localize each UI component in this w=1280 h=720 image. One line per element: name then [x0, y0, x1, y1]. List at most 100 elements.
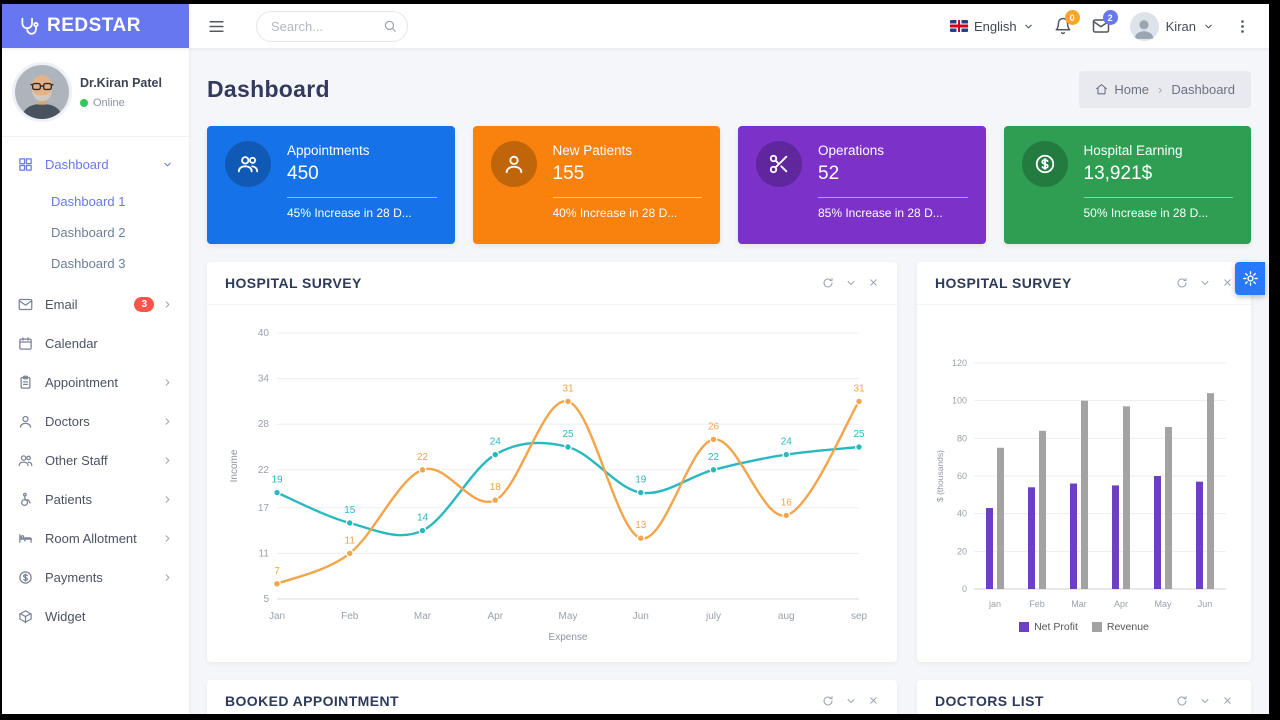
app-frame: REDSTAR English 0 2 [2, 4, 1269, 714]
clipboard-icon [18, 375, 33, 390]
chevron-right-icon [162, 533, 173, 544]
close-icon[interactable] [1222, 277, 1233, 289]
chevron-down-icon [1203, 21, 1214, 32]
svg-text:jan: jan [988, 599, 1001, 609]
sidebar-item-payments[interactable]: Payments [2, 558, 189, 597]
svg-text:25: 25 [853, 429, 865, 440]
breadcrumb-current: Dashboard [1171, 81, 1235, 97]
stat-divider [818, 197, 968, 198]
refresh-icon[interactable] [822, 695, 834, 707]
stat-value: 52 [818, 163, 840, 184]
more-options-button[interactable] [1234, 18, 1251, 35]
sidebar-item-dashboard[interactable]: Dashboard [2, 145, 189, 184]
stat-value: 13,921$ [1083, 163, 1153, 184]
svg-text:25: 25 [562, 429, 574, 440]
sidebar-item-appointment[interactable]: Appointment [2, 363, 189, 402]
stat-label: Hospital Earning [1083, 143, 1183, 158]
sidebar-item-other-staff[interactable]: Other Staff [2, 441, 189, 480]
svg-text:17: 17 [258, 503, 270, 514]
svg-text:5: 5 [263, 594, 269, 605]
svg-text:aug: aug [778, 611, 795, 622]
hospital-survey-bar-card: HOSPITAL SURVEY 0 20 40 60 80 100 120 $ (thousa… [917, 262, 1251, 662]
legend-swatch [1091, 621, 1102, 632]
sidebar-menu: Dashboard Dashboard 1 Dashboard 2 Dashboard… [2, 145, 189, 636]
breadcrumb-home[interactable]: Home [1095, 82, 1149, 97]
sidebar-subitem-dashboard-1[interactable]: Dashboard 1 [51, 194, 126, 209]
collapse-icon[interactable] [845, 277, 857, 289]
svg-text:Expense: Expense [549, 632, 588, 643]
svg-text:34: 34 [258, 374, 270, 385]
settings-toggle-button[interactable] [1235, 262, 1265, 295]
svg-text:22: 22 [708, 452, 720, 463]
notification-badge: 0 [1064, 10, 1080, 25]
user-menu[interactable]: Kiran [1129, 11, 1214, 41]
svg-text:14: 14 [417, 513, 429, 524]
svg-text:13: 13 [635, 520, 647, 531]
breadcrumb: Home › Dashboard [1079, 70, 1251, 108]
sidebar-item-calendar[interactable]: Calendar [2, 324, 189, 363]
language-selector[interactable]: English [950, 19, 1034, 34]
svg-text:sep: sep [851, 611, 868, 622]
redstar-logo-icon [18, 16, 39, 37]
dots-vertical-icon [1234, 18, 1251, 35]
logo[interactable]: REDSTAR [2, 4, 189, 48]
card-title: HOSPITAL SURVEY [935, 275, 1072, 291]
home-icon [1095, 83, 1108, 96]
box-icon [18, 609, 33, 624]
sidebar-item-patients[interactable]: Patients [2, 480, 189, 519]
svg-text:11: 11 [259, 548, 270, 559]
collapse-icon[interactable] [1199, 695, 1211, 707]
close-icon[interactable] [1222, 695, 1233, 707]
legend-item-revenue: Revenue [1091, 621, 1149, 633]
sidebar-item-email[interactable]: Email 3 [2, 285, 189, 324]
sidebar: Dr.Kiran Patel Online Dashboard Dashboard… [2, 48, 189, 714]
user-avatar [1129, 11, 1159, 41]
user-icon [490, 141, 537, 187]
svg-text:20: 20 [957, 546, 967, 556]
stat-cards-row: Appointments 450 45% Increase in 28 D... Ne… [207, 126, 1251, 244]
sidebar-item-doctors[interactable]: Doctors [2, 402, 189, 441]
profile-avatar [15, 65, 69, 119]
svg-text:Feb: Feb [1029, 599, 1045, 609]
stat-label: New Patients [552, 143, 633, 158]
svg-text:May: May [1154, 599, 1172, 609]
sidebar-item-room-allotment[interactable]: Room Allotment [2, 519, 189, 558]
refresh-icon[interactable] [1176, 695, 1188, 707]
search-input[interactable] [256, 10, 408, 42]
svg-text:31: 31 [853, 383, 865, 394]
sidebar-subitem-dashboard-3[interactable]: Dashboard 3 [51, 256, 126, 271]
stat-divider [287, 197, 437, 198]
collapse-icon[interactable] [845, 695, 857, 707]
profile-name: Dr.Kiran Patel [80, 75, 162, 90]
menu-toggle-button[interactable] [203, 13, 230, 40]
refresh-icon[interactable] [822, 277, 834, 289]
svg-text:Jan: Jan [269, 611, 285, 622]
chevron-right-icon [162, 494, 173, 505]
notifications-button[interactable]: 0 [1054, 10, 1080, 35]
stat-note: 85% Increase in 28 D... [818, 206, 943, 220]
card-title: DOCTORS LIST [935, 693, 1044, 709]
chevron-right-icon [162, 455, 173, 466]
refresh-icon[interactable] [1176, 277, 1188, 289]
chevron-right-icon [162, 572, 173, 583]
close-icon[interactable] [868, 695, 879, 707]
stat-card-operations: Operations 52 85% Increase in 28 D... [738, 126, 986, 244]
sidebar-item-widget[interactable]: Widget [2, 597, 189, 636]
messages-button[interactable]: 2 [1092, 10, 1118, 35]
search-icon[interactable] [383, 19, 397, 33]
close-icon[interactable] [868, 277, 879, 289]
sidebar-subitem-dashboard-2[interactable]: Dashboard 2 [51, 225, 126, 240]
hospital-survey-bar-chart: 0 20 40 60 80 100 120 $ (thousands) jan Feb Mar Apr… [935, 358, 1226, 609]
svg-text:Jun: Jun [633, 611, 649, 622]
svg-text:Mar: Mar [414, 611, 432, 622]
stat-note: 45% Increase in 28 D... [287, 206, 412, 220]
collapse-icon[interactable] [1199, 277, 1211, 289]
wheelchair-icon [18, 492, 33, 507]
mail-icon [18, 297, 33, 312]
svg-text:120: 120 [952, 358, 967, 368]
svg-text:May: May [559, 611, 578, 622]
users-icon [225, 141, 271, 187]
card-title: BOOKED APPOINTMENT [225, 693, 399, 709]
svg-text:24: 24 [490, 437, 502, 448]
svg-text:11: 11 [345, 535, 356, 546]
